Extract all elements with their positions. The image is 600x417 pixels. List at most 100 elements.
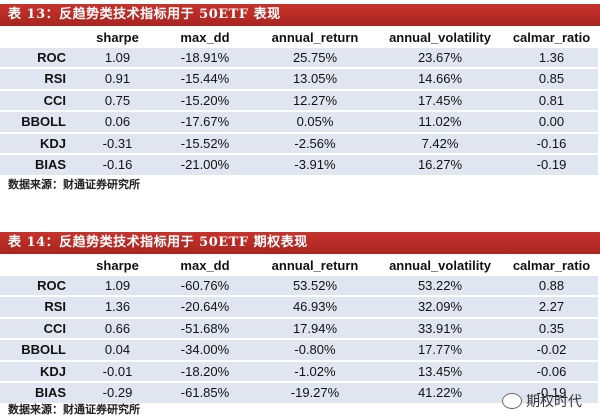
table-row: KDJ -0.31 -15.52% -2.56% 7.42% -0.16 [0, 132, 598, 155]
table-14-body: ROC 1.09 -60.76% 53.52% 53.22% 0.88 RSI 1.36 -20… [0, 275, 598, 405]
table-cell: -20.64% [155, 296, 255, 319]
table-cell: 17.94% [255, 317, 375, 340]
header-blank [0, 28, 80, 48]
table-cell: -1.02% [255, 360, 375, 383]
row-label: ROC [0, 47, 80, 69]
table-cell: 1.36 [80, 296, 155, 319]
table-cell: 53.22% [375, 275, 505, 297]
row-label: KDJ [0, 132, 80, 155]
table-13-source: 数据来源：财通证券研究所 [8, 178, 140, 191]
header-annual-volatility: annual_volatility [375, 256, 505, 276]
table-row: RSI 1.36 -20.64% 46.93% 32.09% 2.27 [0, 296, 598, 319]
table-cell: 14.66% [375, 68, 505, 91]
table-cell: 11.02% [375, 111, 505, 134]
table-cell: -61.85% [155, 382, 255, 405]
table-13-title: 表 13：反趋势类技术指标用于 50ETF 表现 [0, 4, 600, 26]
table-cell: -0.29 [80, 382, 155, 405]
row-label: BBOLL [0, 339, 80, 362]
table-13-body: ROC 1.09 -18.91% 25.75% 23.67% 1.36 RSI 0.91 -15… [0, 47, 598, 177]
table-cell: -0.31 [80, 132, 155, 155]
table-cell: -19.27% [255, 382, 375, 405]
header-calmar-ratio: calmar_ratio [505, 28, 598, 48]
wechat-icon [502, 393, 522, 409]
table-cell: 53.52% [255, 275, 375, 297]
table-14-title: 表 14：反趋势类技术指标用于 50ETF 期权表现 [0, 232, 600, 254]
header-sharpe: sharpe [80, 28, 155, 48]
table-row: ROC 1.09 -18.91% 25.75% 23.67% 1.36 [0, 47, 598, 69]
table-14-source: 数据来源：财通证券研究所 [8, 403, 140, 416]
header-max-dd: max_dd [155, 28, 255, 48]
table-row: CCI 0.66 -51.68% 17.94% 33.91% 0.35 [0, 317, 598, 340]
table-row: KDJ -0.01 -18.20% -1.02% 13.45% -0.06 [0, 360, 598, 383]
table-cell: 1.09 [80, 275, 155, 297]
header-max-dd: max_dd [155, 256, 255, 276]
table-cell: 0.05% [255, 111, 375, 134]
table-cell: -0.02 [505, 339, 598, 362]
table-cell: -0.80% [255, 339, 375, 362]
table-cell: 41.22% [375, 382, 505, 405]
table-cell: 16.27% [375, 154, 505, 177]
table-row: BBOLL 0.04 -34.00% -0.80% 17.77% -0.02 [0, 339, 598, 362]
table-row: BIAS -0.29 -61.85% -19.27% 41.22% -0.19 [0, 382, 598, 405]
table-cell: 0.06 [80, 111, 155, 134]
table-cell: 0.04 [80, 339, 155, 362]
watermark-text: 期权时代 [526, 393, 582, 409]
table-cell: -0.19 [505, 154, 598, 177]
table-cell: 32.09% [375, 296, 505, 319]
table-cell: -2.56% [255, 132, 375, 155]
table-14: sharpe max_dd annual_return annual_volat… [0, 256, 598, 405]
header-annual-volatility: annual_volatility [375, 28, 505, 48]
table-cell: 0.66 [80, 317, 155, 340]
table-cell: 46.93% [255, 296, 375, 319]
row-label: BBOLL [0, 111, 80, 134]
table-cell: 17.77% [375, 339, 505, 362]
table-row: ROC 1.09 -60.76% 53.52% 53.22% 0.88 [0, 275, 598, 297]
row-label: CCI [0, 317, 80, 340]
table-cell: 0.85 [505, 68, 598, 91]
row-label: ROC [0, 275, 80, 297]
table-cell: -15.52% [155, 132, 255, 155]
table-13: sharpe max_dd annual_return annual_volat… [0, 28, 598, 177]
table-cell: 23.67% [375, 47, 505, 69]
table-cell: 0.35 [505, 317, 598, 340]
table-cell: -0.16 [505, 132, 598, 155]
table-cell: -51.68% [155, 317, 255, 340]
header-sharpe: sharpe [80, 256, 155, 276]
header-blank [0, 256, 80, 276]
table-cell: 0.88 [505, 275, 598, 297]
table-cell: 2.27 [505, 296, 598, 319]
row-label: BIAS [0, 154, 80, 177]
header-calmar-ratio: calmar_ratio [505, 256, 598, 276]
table-cell: 17.45% [375, 89, 505, 112]
table-cell: -17.67% [155, 111, 255, 134]
row-label: RSI [0, 68, 80, 91]
table-cell: -0.19 [505, 382, 598, 405]
table-cell: 13.05% [255, 68, 375, 91]
header-annual-return: annual_return [255, 28, 375, 48]
table-cell: 7.42% [375, 132, 505, 155]
table-cell: 1.09 [80, 47, 155, 69]
table-14-header-row: sharpe max_dd annual_return annual_volat… [0, 256, 598, 276]
row-label: BIAS [0, 382, 80, 405]
table-cell: 12.27% [255, 89, 375, 112]
table-cell: -15.44% [155, 68, 255, 91]
table-cell: 33.91% [375, 317, 505, 340]
row-label: RSI [0, 296, 80, 319]
table-cell: 25.75% [255, 47, 375, 69]
table-cell: 0.00 [505, 111, 598, 134]
table-cell: -21.00% [155, 154, 255, 177]
table-cell: 0.75 [80, 89, 155, 112]
table-cell: -3.91% [255, 154, 375, 177]
table-cell: -0.06 [505, 360, 598, 383]
table-row: BBOLL 0.06 -17.67% 0.05% 11.02% 0.00 [0, 111, 598, 134]
watermark: 期权时代 [502, 391, 582, 411]
table-cell: -15.20% [155, 89, 255, 112]
table-cell: -0.01 [80, 360, 155, 383]
table-row: CCI 0.75 -15.20% 12.27% 17.45% 0.81 [0, 89, 598, 112]
table-cell: 0.91 [80, 68, 155, 91]
table-cell: 0.81 [505, 89, 598, 112]
table-cell: -60.76% [155, 275, 255, 297]
table-cell: -34.00% [155, 339, 255, 362]
table-cell: 1.36 [505, 47, 598, 69]
header-annual-return: annual_return [255, 256, 375, 276]
